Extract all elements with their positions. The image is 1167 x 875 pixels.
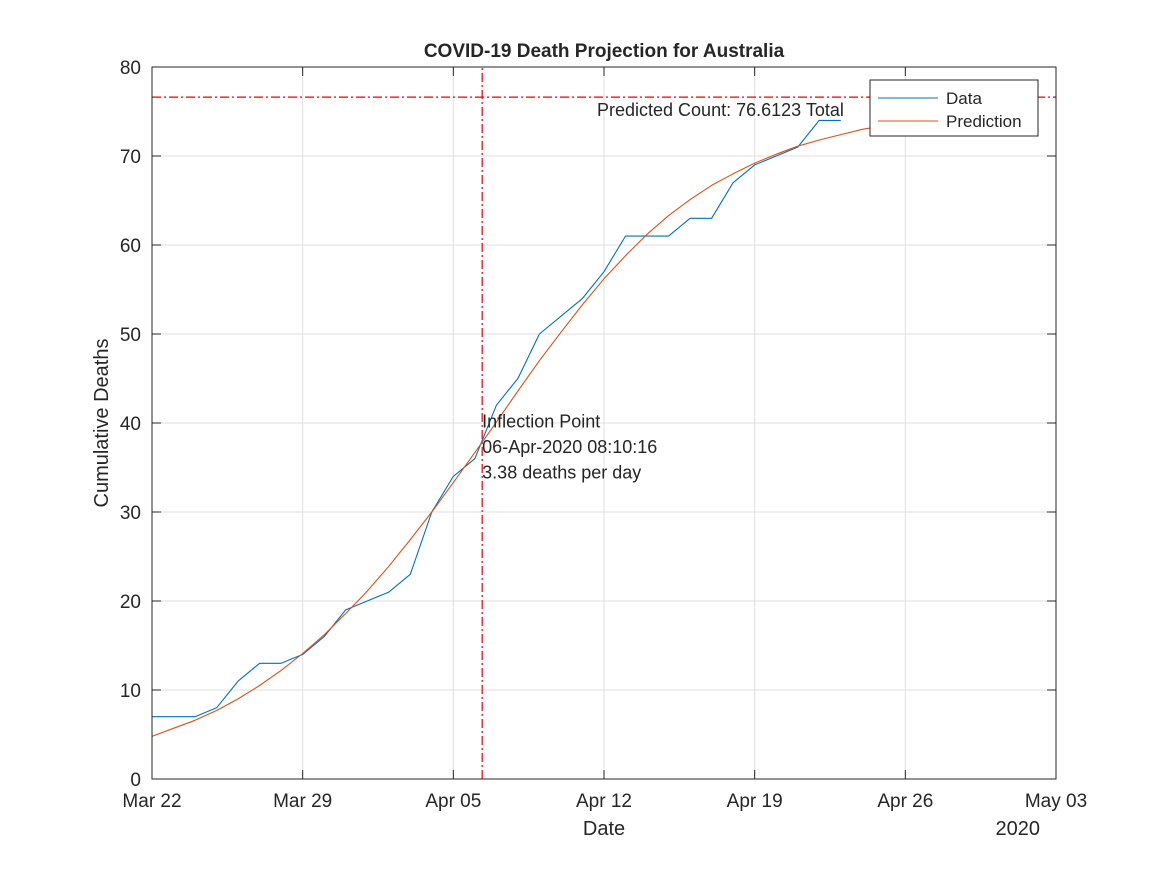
x-tick-label: Mar 22 — [122, 791, 181, 812]
y-tick-label: 0 — [130, 770, 141, 791]
x-tick-label: Mar 29 — [273, 791, 332, 812]
y-axis-label: Cumulative Deaths — [91, 339, 113, 508]
legend-label: Data — [946, 89, 982, 108]
x-tick-label: Apr 05 — [425, 791, 481, 812]
legend-box — [869, 79, 1039, 137]
x-tick-label: Apr 26 — [877, 791, 933, 812]
y-tick-label: 20 — [120, 592, 141, 613]
inflection-label: Inflection Point 06-Apr-2020 08:10:16 3.38… — [482, 411, 657, 482]
x-tick-label: May 03 — [1025, 791, 1087, 812]
y-tick-label: 50 — [120, 325, 141, 346]
inflection-label-line: 06-Apr-2020 08:10:16 — [482, 437, 657, 457]
y-tick-label: 80 — [120, 58, 141, 79]
y-tick-label: 40 — [120, 414, 141, 435]
grid — [152, 67, 1056, 779]
y-tick-label: 30 — [120, 503, 141, 524]
y-tick-label: 60 — [120, 236, 141, 257]
legend: Data Prediction — [869, 79, 1039, 137]
predicted-count-label: Predicted Count: 76.6123 Total — [597, 100, 844, 120]
x-axis-label: Date — [583, 818, 625, 840]
x-tick-label: Apr 19 — [727, 791, 783, 812]
x-tick-label: Apr 12 — [576, 791, 632, 812]
y-tick-label: 70 — [120, 147, 141, 168]
series-line-prediction — [152, 118, 927, 737]
chart-title: COVID-19 Death Projection for Australia — [424, 41, 785, 62]
inflection-label-line: Inflection Point — [482, 411, 600, 431]
series-group — [152, 118, 927, 737]
x-axis-year-label: 2020 — [996, 818, 1041, 840]
axis-ticks: Mar 22 Mar 29 Apr 05 Apr 12 Apr 19 Apr 26 May … — [120, 58, 1087, 812]
series-line-data — [152, 119, 841, 718]
legend-label: Prediction — [946, 112, 1022, 131]
inflection-label-line: 3.38 deaths per day — [482, 462, 641, 482]
y-tick-label: 10 — [120, 681, 141, 702]
